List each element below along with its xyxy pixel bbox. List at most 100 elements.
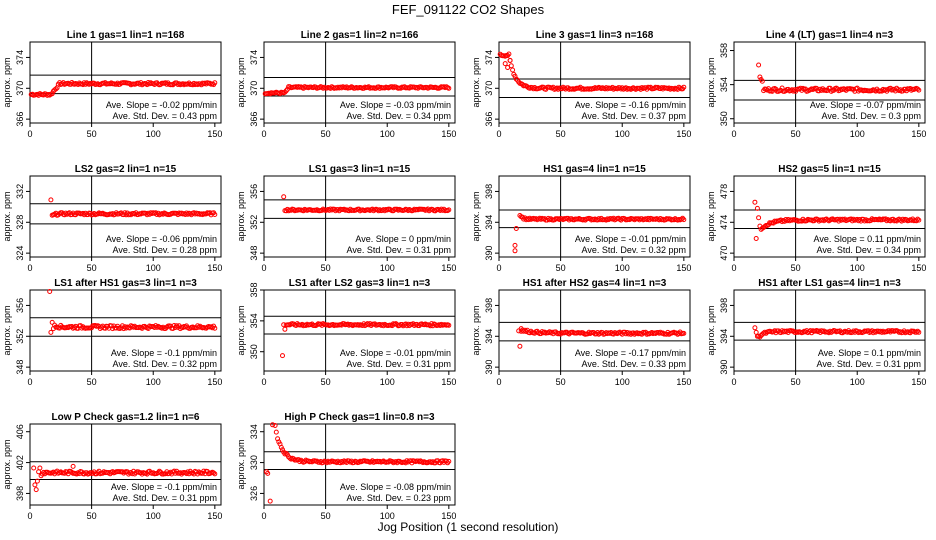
y-tick-label: 330 xyxy=(249,455,259,470)
plot-frame xyxy=(29,289,222,372)
panel-title: LS2 gas=2 lin=1 n=15 xyxy=(75,164,177,175)
chart-panel: Line 2 gas=1 lin=2 n=166 366 370 374approx.… xyxy=(236,30,456,139)
data-point xyxy=(283,450,289,456)
y-tick-label: 348 xyxy=(15,360,25,375)
y-axis-label: approx. ppm xyxy=(706,305,716,355)
x-tick-label: 50 xyxy=(87,129,97,139)
y-tick-label: 406 xyxy=(15,424,25,439)
stddev-annotation: Ave. Std. Dev. = 0.33 ppm xyxy=(582,359,686,369)
data-point xyxy=(273,429,279,435)
data-point xyxy=(406,323,412,329)
data-point xyxy=(814,328,820,333)
x-tick-label: 0 xyxy=(731,377,736,387)
figure-title: FEF_091122 CO2 Shapes xyxy=(392,2,545,17)
plot-frame xyxy=(263,289,456,372)
y-tick-label: 328 xyxy=(15,215,25,230)
slope-annotation: Ave. Slope = -0.06 ppm/min xyxy=(106,234,217,244)
data-point xyxy=(517,343,523,349)
y-tick-label: 350 xyxy=(719,111,729,126)
panel-title: Line 3 gas=1 lin=3 n=168 xyxy=(536,30,654,41)
data-point xyxy=(212,80,218,86)
panel-grid: Line 1 gas=1 lin=1 n=168366370374approx.… xyxy=(2,30,926,521)
data-point xyxy=(33,487,39,493)
data-point xyxy=(916,87,922,93)
slope-annotation: Ave. Slope = -0.16 ppm/min xyxy=(575,100,686,110)
data-point xyxy=(510,67,516,73)
panel-title: HS1 after HS2 gas=4 lin=1 n=3 xyxy=(523,278,667,289)
x-tick-label: 0 xyxy=(496,377,501,387)
y-tick-label: 356 xyxy=(249,184,259,199)
data-point xyxy=(513,226,519,231)
x-tick-label: 0 xyxy=(27,377,32,387)
panel-title: LS1 gas=3 lin=1 n=15 xyxy=(309,164,411,175)
x-tick-label: 150 xyxy=(911,129,926,139)
data-point xyxy=(915,216,921,222)
slope-annotation: Ave. Slope = -0.01 ppm/min xyxy=(575,234,686,244)
data-point xyxy=(32,482,38,488)
data-point xyxy=(681,217,687,223)
x-tick-label: 100 xyxy=(850,263,865,273)
data-point xyxy=(78,323,83,329)
x-tick-label: 100 xyxy=(146,129,161,139)
data-point xyxy=(70,463,76,469)
data-point xyxy=(48,329,54,335)
x-tick-label: 150 xyxy=(676,377,691,387)
data-point xyxy=(446,322,452,328)
data-point xyxy=(270,422,276,428)
panel-title: Line 1 gas=1 lin=1 n=168 xyxy=(67,30,185,41)
data-point xyxy=(37,465,43,471)
x-tick-label: 150 xyxy=(441,263,456,273)
y-axis-label: approx. ppm xyxy=(2,305,12,355)
data-point xyxy=(513,76,519,82)
data-point xyxy=(280,353,285,359)
x-tick-label: 50 xyxy=(556,263,566,273)
stddev-annotation: Ave. Std. Dev. = 0.3 ppm xyxy=(822,111,921,121)
y-tick-label: 398 xyxy=(15,486,25,501)
plot-frame xyxy=(263,175,456,258)
data-point xyxy=(752,325,758,331)
x-tick-label: 50 xyxy=(791,129,801,139)
stddev-annotation: Ave. Std. Dev. = 0.32 ppm xyxy=(113,359,217,369)
stddev-annotation: Ave. Std. Dev. = 0.23 ppm xyxy=(347,493,451,503)
data-point xyxy=(512,248,518,254)
x-tick-label: 150 xyxy=(441,129,456,139)
x-tick-label: 150 xyxy=(676,263,691,273)
y-tick-label: 326 xyxy=(249,486,259,501)
x-tick-label: 100 xyxy=(615,263,630,273)
x-tick-label: 50 xyxy=(321,377,331,387)
x-tick-label: 100 xyxy=(380,377,395,387)
x-tick-label: 50 xyxy=(87,511,97,521)
x-tick-label: 100 xyxy=(615,129,630,139)
x-tick-label: 50 xyxy=(321,511,331,521)
x-tick-label: 100 xyxy=(380,511,395,521)
data-point xyxy=(108,323,114,329)
data-point xyxy=(506,51,512,57)
chart-panel: HS1 after LS1 gas=4 lin=1 n=3 390 394 398ap… xyxy=(706,278,926,387)
y-tick-label: 334 xyxy=(249,424,259,439)
x-tick-label: 150 xyxy=(207,511,222,521)
data-point xyxy=(915,328,921,334)
x-tick-label: 100 xyxy=(850,377,865,387)
data-point xyxy=(281,194,287,200)
y-tick-label: 352 xyxy=(15,329,25,344)
data-point xyxy=(759,78,765,84)
y-tick-label: 398 xyxy=(484,298,494,313)
data-point xyxy=(681,84,687,90)
y-axis-label: approx. ppm xyxy=(236,305,246,355)
x-tick-label: 0 xyxy=(27,511,32,521)
y-tick-label: 358 xyxy=(249,282,259,297)
data-point xyxy=(512,242,518,248)
stddev-annotation: Ave. Std. Dev. = 0.31 ppm xyxy=(347,359,451,369)
panel-title: Line 2 gas=1 lin=2 n=166 xyxy=(301,30,419,41)
x-tick-label: 50 xyxy=(87,377,97,387)
x-tick-label: 0 xyxy=(261,129,266,139)
slope-annotation: Ave. Slope = 0.1 ppm/min xyxy=(818,348,921,358)
x-tick-label: 0 xyxy=(27,129,32,139)
chart-panel: Line 1 gas=1 lin=1 n=168 366 370 374approx.… xyxy=(2,30,222,139)
y-axis-label: approx. ppm xyxy=(2,57,12,107)
y-tick-label: 470 xyxy=(719,246,729,261)
data-point xyxy=(156,468,162,474)
